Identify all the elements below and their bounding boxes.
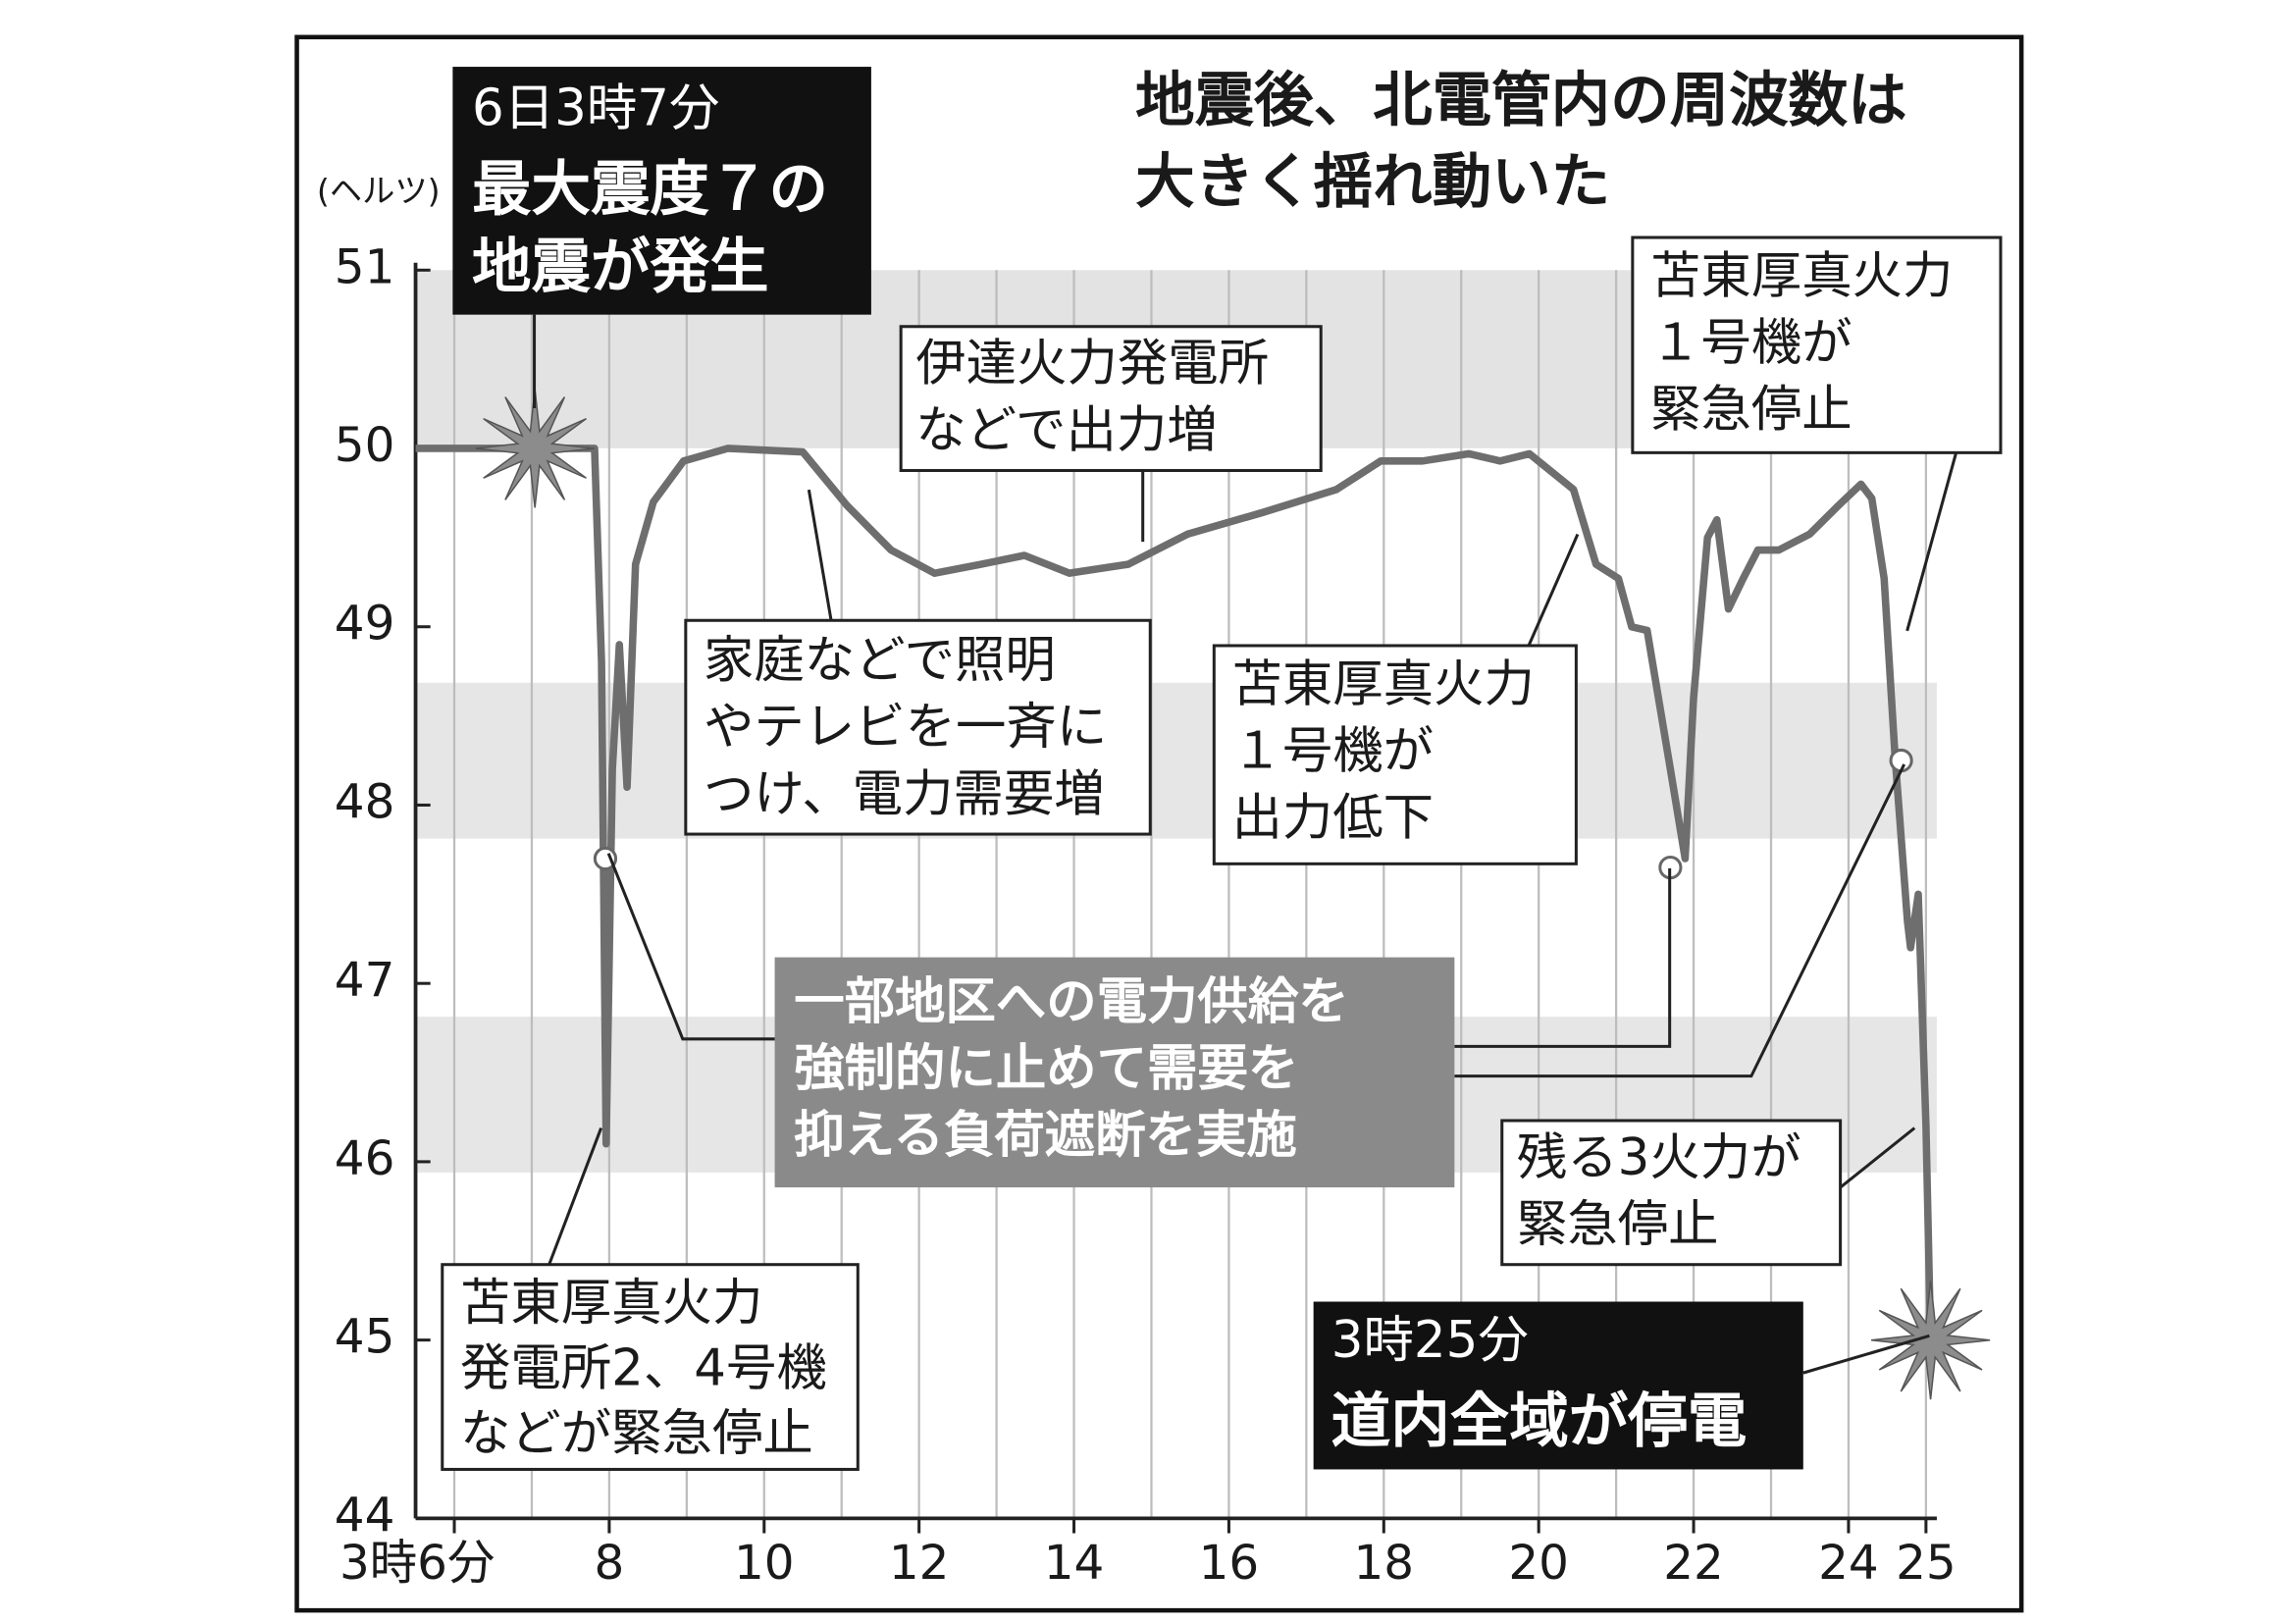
- leader: [1527, 533, 1580, 647]
- x-tick-label: 8: [594, 1536, 624, 1591]
- axes: 3時6分 8 10 12 14 16 18 20 22 24 25 44 45 46 47 48 49 50 51: [335, 239, 1957, 1590]
- annotation-text: 緊急停止: [1650, 380, 1852, 439]
- annotation-text: 道内全域が停電: [1331, 1387, 1747, 1456]
- annotation-box: [1313, 1301, 1803, 1470]
- annotation-text: 出力低下: [1231, 788, 1434, 847]
- annotation-box: [441, 1263, 860, 1471]
- annotation-text: １号機が: [1231, 721, 1434, 780]
- annotation-box: [1212, 644, 1578, 865]
- annotation-box: [1631, 236, 2003, 454]
- annotation-text: 地震が発生: [472, 233, 769, 301]
- annotation-text: 発電所2、4号機: [460, 1339, 827, 1398]
- y-tick-label: 50: [335, 418, 395, 473]
- leader: [807, 489, 833, 621]
- x-tick-label: 16: [1199, 1536, 1260, 1591]
- plot: [415, 389, 1991, 1400]
- annotation-box: [774, 957, 1455, 1188]
- annotation-text: 苫東厚真火力: [460, 1274, 762, 1333]
- burst-marker: [1870, 1281, 1991, 1400]
- annotation-text: 強制的に止めて需要を: [794, 1039, 1298, 1098]
- chart-title: 大きく揺れ動いた: [1135, 148, 1610, 217]
- x-tick-label: 14: [1044, 1536, 1105, 1591]
- annotation-box: [452, 67, 871, 315]
- y-tick-label: 47: [335, 953, 395, 1008]
- annotation-text: 苫東厚真火力: [1231, 654, 1534, 713]
- x-tick-label: 12: [889, 1536, 950, 1591]
- point-marker: [593, 846, 618, 871]
- leader: [548, 1127, 603, 1266]
- annotation-text: 緊急停止: [1517, 1195, 1719, 1254]
- annotation-box: [684, 618, 1152, 836]
- annotation-text: やテレビを一斉に: [704, 698, 1107, 757]
- x-tick-label: 18: [1354, 1536, 1415, 1591]
- annotation-text: つけ、電力需要増: [704, 764, 1105, 823]
- data-line: [415, 445, 1935, 1340]
- annotation-text: 一部地区への電力供給を: [794, 972, 1348, 1031]
- leader: [1454, 867, 1672, 1048]
- y-tick-label: 48: [335, 774, 395, 829]
- annotation-text: 苫東厚真火力: [1650, 246, 1953, 305]
- x-tick-label: 20: [1508, 1536, 1569, 1591]
- annotation-text: 抑える負荷遮断を実施: [794, 1106, 1297, 1165]
- y-tick-label: 51: [335, 239, 395, 294]
- leader: [1802, 1334, 1930, 1375]
- y-unit: (ヘルツ): [317, 172, 441, 210]
- annotation-text: などが緊急停止: [460, 1404, 813, 1463]
- y-tick-label: 49: [335, 597, 395, 652]
- annotation-text: 残る3火力が: [1517, 1128, 1801, 1187]
- x-tick-label: 25: [1896, 1536, 1957, 1591]
- leader: [1839, 1126, 1916, 1189]
- leader: [606, 853, 775, 1041]
- annotation-box: [899, 325, 1323, 472]
- chart-title: 地震後、北電管内の周波数は: [1135, 66, 1906, 134]
- annotation-text: 家庭などで照明: [704, 631, 1056, 690]
- y-tick-label: 45: [335, 1310, 395, 1365]
- x-tick-label: 3時6分: [339, 1536, 495, 1591]
- burst-marker: [475, 389, 595, 508]
- leader: [1454, 763, 1906, 1078]
- annotation-box: [1500, 1119, 1843, 1267]
- annotation-text: 伊達火力発電所: [915, 335, 1269, 393]
- leader: [1905, 451, 1958, 632]
- x-tick-label: 24: [1818, 1536, 1879, 1591]
- y-tick-label: 44: [335, 1488, 395, 1543]
- x-tick-label: 22: [1663, 1536, 1724, 1591]
- y-tick-label: 46: [335, 1131, 395, 1186]
- annotation-text: 最大震度７の: [472, 155, 828, 224]
- annotation-text: 6日3時7分: [472, 79, 719, 137]
- annotation-text: などで出力増: [915, 401, 1217, 460]
- x-tick-label: 10: [734, 1536, 795, 1591]
- annotation-text: 3時25分: [1331, 1311, 1529, 1370]
- shade-band: [415, 682, 1937, 839]
- annotation-text: １号機が: [1650, 313, 1852, 372]
